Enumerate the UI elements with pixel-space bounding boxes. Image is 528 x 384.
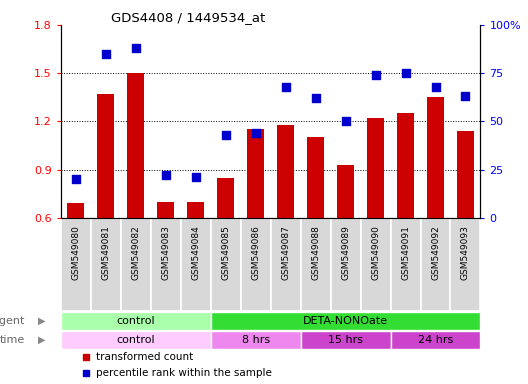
Text: 8 hrs: 8 hrs — [241, 335, 270, 345]
Bar — [367, 118, 384, 218]
Text: GSM549091: GSM549091 — [401, 225, 410, 280]
Text: 15 hrs: 15 hrs — [328, 335, 363, 345]
Bar — [427, 97, 444, 218]
Point — [312, 95, 320, 101]
Text: percentile rank within the sample: percentile rank within the sample — [97, 368, 272, 378]
Bar — [187, 202, 204, 218]
Text: ▶: ▶ — [38, 316, 45, 326]
Bar — [157, 202, 174, 218]
Text: 24 hrs: 24 hrs — [418, 335, 453, 345]
Text: GSM549086: GSM549086 — [251, 225, 260, 280]
Text: GSM549085: GSM549085 — [221, 225, 230, 280]
Text: GSM549087: GSM549087 — [281, 225, 290, 280]
Text: GSM549093: GSM549093 — [461, 225, 470, 280]
Bar — [98, 94, 114, 218]
Text: GSM549080: GSM549080 — [71, 225, 80, 280]
Point — [341, 118, 350, 124]
Bar — [61, 218, 91, 311]
Bar — [211, 312, 480, 330]
Bar — [300, 218, 331, 311]
Text: DETA-NONOate: DETA-NONOate — [303, 316, 388, 326]
Point — [101, 51, 110, 57]
Bar — [218, 177, 234, 218]
Text: agent: agent — [0, 316, 25, 326]
Bar — [391, 218, 420, 311]
Text: GSM549083: GSM549083 — [161, 225, 170, 280]
Bar — [271, 218, 300, 311]
Point — [461, 93, 470, 99]
Text: transformed count: transformed count — [97, 351, 194, 361]
Bar — [121, 218, 150, 311]
Point — [371, 72, 380, 78]
Text: GSM549081: GSM549081 — [101, 225, 110, 280]
Point — [251, 130, 260, 136]
Text: GSM549089: GSM549089 — [341, 225, 350, 280]
Bar — [150, 218, 181, 311]
Text: control: control — [116, 335, 155, 345]
Text: GSM549092: GSM549092 — [431, 225, 440, 280]
Text: GSM549090: GSM549090 — [371, 225, 380, 280]
Point — [71, 176, 80, 182]
Point — [221, 132, 230, 138]
Bar — [68, 203, 84, 218]
Point — [192, 174, 200, 180]
Bar — [211, 331, 300, 349]
Bar — [91, 218, 121, 311]
Bar — [277, 124, 294, 218]
Bar — [331, 218, 361, 311]
Point — [401, 70, 410, 76]
Bar — [457, 131, 474, 218]
Bar — [391, 331, 480, 349]
Bar — [420, 218, 450, 311]
Bar — [361, 218, 391, 311]
Text: control: control — [116, 316, 155, 326]
Bar — [247, 129, 264, 218]
Point — [131, 45, 140, 51]
Point — [281, 84, 290, 90]
Point — [431, 84, 440, 90]
Bar — [300, 331, 391, 349]
Bar — [307, 137, 324, 218]
Bar — [397, 113, 414, 218]
Bar — [337, 165, 354, 218]
Bar — [450, 218, 480, 311]
Text: time: time — [0, 335, 25, 345]
Bar — [181, 218, 211, 311]
Bar — [61, 331, 211, 349]
Text: GSM549082: GSM549082 — [131, 225, 140, 280]
Bar — [61, 312, 211, 330]
Bar — [211, 218, 241, 311]
Text: ▶: ▶ — [38, 335, 45, 345]
Bar — [241, 218, 271, 311]
Text: GSM549084: GSM549084 — [191, 225, 200, 280]
Bar — [127, 73, 144, 218]
Text: GSM549088: GSM549088 — [311, 225, 320, 280]
Text: GDS4408 / 1449534_at: GDS4408 / 1449534_at — [111, 11, 266, 24]
Point — [162, 172, 170, 179]
